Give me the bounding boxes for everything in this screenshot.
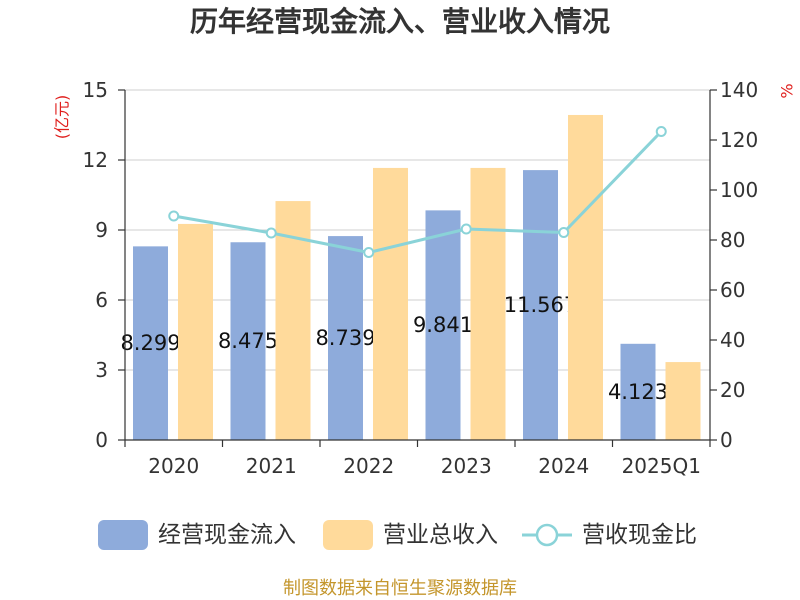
point-cash-revenue-ratio-2025q1 bbox=[655, 126, 667, 137]
legend-item-cash-revenue-ratio[interactable]: 营收现金比 bbox=[522, 520, 697, 550]
x-axis-tick-label-2022: 2022 bbox=[343, 454, 394, 478]
y-axis-right-tick-label: 20 bbox=[720, 378, 745, 402]
y-axis-right-tick-label: 80 bbox=[720, 228, 745, 252]
legend-item-cash-inflow[interactable]: 经营现金流入 bbox=[98, 520, 296, 550]
x-axis-tick-label-2025q1: 2025Q1 bbox=[622, 454, 701, 478]
data-label-cash-inflow-2023: 9.841 bbox=[413, 313, 473, 337]
point-cash-revenue-ratio-2023 bbox=[460, 223, 472, 235]
y-axis-right-tick-label: 140 bbox=[720, 78, 758, 102]
legend-label-total-revenue: 营业总收入 bbox=[383, 522, 498, 548]
x-axis-tick-label-2023: 2023 bbox=[441, 454, 492, 478]
y-axis-right-tick-label: 100 bbox=[720, 178, 758, 202]
legend-swatch-total-revenue bbox=[323, 520, 373, 550]
x-axis-tick-label-2021: 2021 bbox=[246, 454, 297, 478]
point-cash-revenue-ratio-2021 bbox=[265, 227, 277, 239]
y-axis-left-tick-label: 6 bbox=[95, 288, 108, 312]
legend-label-cash-inflow: 经营现金流入 bbox=[158, 522, 296, 548]
y-axis-right-title: % bbox=[778, 83, 797, 98]
x-axis-tick-label-2024: 2024 bbox=[538, 454, 589, 478]
legend-label-cash-revenue-ratio: 营收现金比 bbox=[582, 522, 697, 548]
bar-cash-inflow-2020 bbox=[133, 246, 168, 440]
source-note: 制图数据来自恒生聚源数据库 bbox=[283, 578, 517, 599]
bar-cash-inflow-2024 bbox=[523, 170, 558, 440]
legend-swatch-cash-inflow bbox=[98, 520, 148, 550]
y-axis-right-tick-label: 120 bbox=[720, 128, 758, 152]
bar-cash-inflow-2021 bbox=[230, 242, 266, 440]
y-axis-left-tick-label: 9 bbox=[95, 218, 108, 242]
y-axis-left-tick-label: 15 bbox=[83, 78, 108, 102]
bar-total-revenue-2023 bbox=[470, 167, 506, 440]
point-cash-revenue-ratio-2024 bbox=[558, 227, 570, 238]
chart-title: 历年经营现金流入、营业收入情况 bbox=[189, 5, 610, 38]
bar-total-revenue-2025q1 bbox=[665, 362, 701, 440]
bar-total-revenue-2024 bbox=[568, 114, 603, 440]
data-label-cash-inflow-2022: 8.739 bbox=[315, 326, 375, 350]
x-axis-tick-label-2020: 2020 bbox=[148, 454, 199, 478]
point-cash-revenue-ratio-2020 bbox=[168, 210, 180, 222]
y-axis-right-tick-label: 40 bbox=[720, 328, 745, 352]
y-axis-left-tick-label: 0 bbox=[95, 428, 108, 452]
bar-cash-inflow-2022 bbox=[328, 236, 363, 440]
bar-cash-inflow-2025q1 bbox=[620, 343, 656, 440]
bar-total-revenue-2020 bbox=[178, 223, 213, 440]
y-axis-right-tick-label: 60 bbox=[720, 278, 745, 302]
y-axis-left-tick-label: 3 bbox=[95, 358, 108, 382]
bar-total-revenue-2022 bbox=[373, 167, 408, 440]
data-label-cash-inflow-2020: 8.299 bbox=[120, 331, 180, 355]
legend-item-total-revenue[interactable]: 营业总收入 bbox=[323, 520, 498, 550]
legend-line-marker-icon bbox=[522, 523, 572, 547]
y-axis-left-title: (亿元) bbox=[53, 95, 72, 140]
point-cash-revenue-ratio-2022 bbox=[363, 247, 375, 258]
data-label-cash-inflow-2024: 11.567 bbox=[504, 293, 577, 317]
line-cash-revenue-ratio bbox=[173, 130, 663, 254]
data-label-cash-inflow-2025q1: 4.123 bbox=[608, 380, 668, 404]
y-axis-right-tick-label: 0 bbox=[720, 428, 733, 452]
bar-cash-inflow-2023 bbox=[425, 210, 461, 440]
y-axis-left-tick-label: 12 bbox=[83, 148, 108, 172]
data-label-cash-inflow-2021: 8.475 bbox=[218, 329, 278, 353]
